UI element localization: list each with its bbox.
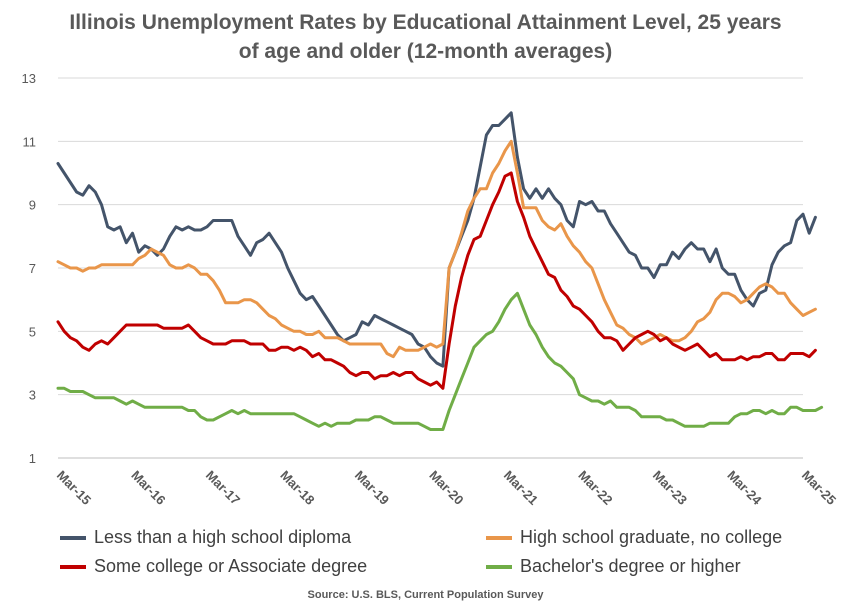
x-axis-ticks: Mar-15 Mar-16 Mar-17 Mar-18 Mar-19 Mar-20 Mar-…	[54, 468, 839, 509]
y-tick-label: 11	[23, 134, 37, 149]
x-tick-label: Mar-24	[724, 468, 765, 509]
series-line-2	[56, 139, 817, 359]
y-tick-label: 9	[29, 198, 36, 213]
y-tick-label: 1	[29, 451, 36, 466]
x-tick-label: Mar-21	[501, 468, 541, 508]
x-tick-label: Mar-19	[352, 468, 392, 508]
chart-title-line1: Illinois Unemployment Rates by Education…	[69, 11, 782, 34]
series-line-4	[56, 291, 824, 431]
y-tick-label: 3	[29, 388, 36, 403]
y-tick-label: 5	[29, 324, 36, 339]
x-tick-label: Mar-23	[650, 468, 690, 508]
gridlines	[58, 77, 803, 459]
x-tick-label: Mar-20	[426, 468, 466, 508]
chart-title-line2: of age and older (12-month averages)	[238, 40, 613, 63]
y-tick-label: 13	[22, 71, 36, 86]
chart-title: Illinois Unemployment Rates by Education…	[0, 8, 851, 66]
series-lines	[56, 111, 824, 431]
x-tick-label: Mar-17	[203, 468, 243, 508]
y-tick-label: 7	[29, 261, 36, 276]
x-tick-label: Mar-22	[575, 468, 615, 508]
series-line-3	[56, 171, 817, 390]
series-line-1	[56, 111, 817, 368]
x-tick-label: Mar-15	[54, 468, 94, 508]
x-tick-label: Mar-18	[277, 468, 317, 508]
source-note: Source: U.S. BLS, Current Population Sur…	[307, 589, 544, 601]
x-tick-label: Mar-25	[799, 468, 839, 508]
x-tick-label: Mar-16	[128, 468, 168, 508]
